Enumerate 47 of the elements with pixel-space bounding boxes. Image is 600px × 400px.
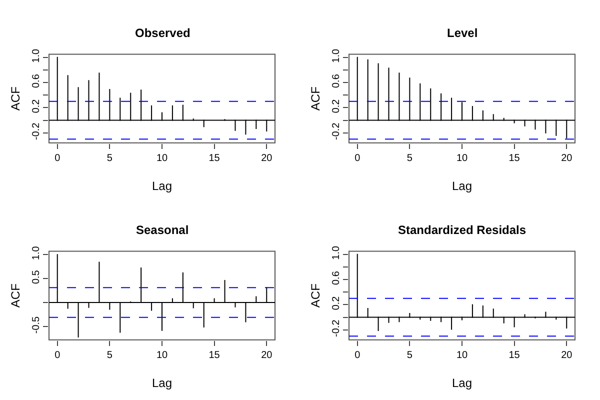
- y-axis-title: ACF: [8, 284, 22, 308]
- y-tick-label: -0.2: [331, 319, 342, 337]
- y-axis-title: ACF: [8, 86, 22, 111]
- chart-title: Seasonal: [136, 223, 189, 237]
- y-tick-label: 1.0: [31, 246, 42, 260]
- x-tick-label: 15: [508, 152, 520, 164]
- x-tick-label: 15: [508, 350, 520, 361]
- y-axis-title: ACF: [308, 86, 322, 111]
- x-tick-label: 20: [261, 152, 273, 164]
- x-tick-label: 15: [208, 152, 220, 164]
- x-tick-label: 5: [106, 350, 113, 361]
- x-tick-label: 0: [354, 152, 361, 164]
- x-tick-label: 10: [456, 350, 468, 361]
- x-tick-label: 20: [561, 350, 573, 361]
- x-tick-label: 10: [156, 350, 168, 361]
- x-axis-title: Lag: [152, 178, 172, 193]
- x-tick-label: 5: [106, 152, 113, 164]
- y-tick-label: 0.6: [331, 270, 342, 286]
- y-tick-label: -0.2: [331, 122, 342, 140]
- x-axis-title: Lag: [152, 376, 172, 390]
- x-axis-title: Lag: [452, 178, 472, 193]
- x-tick-label: 20: [261, 350, 273, 361]
- x-axis-title: Lag: [452, 376, 472, 390]
- y-tick-label: 0.2: [331, 296, 342, 310]
- x-tick-label: 15: [208, 350, 220, 361]
- y-tick-label: 1.0: [31, 48, 42, 63]
- x-tick-label: 0: [354, 350, 361, 361]
- x-tick-label: 0: [54, 350, 61, 361]
- chart-title: Level: [447, 26, 478, 40]
- x-tick-label: 5: [406, 350, 413, 361]
- x-tick-label: 0: [54, 152, 61, 164]
- chart-title: Observed: [135, 26, 190, 40]
- y-tick-label: 0.2: [331, 98, 342, 114]
- y-tick-label: 0.6: [331, 74, 342, 88]
- x-tick-label: 10: [456, 152, 468, 164]
- x-tick-label: 5: [406, 152, 413, 164]
- y-tick-label: 0.2: [31, 98, 42, 114]
- x-tick-label: 10: [156, 152, 168, 164]
- y-tick-label: -0.2: [31, 122, 42, 140]
- x-tick-label: 20: [561, 152, 573, 164]
- y-tick-label: 0.6: [31, 74, 42, 88]
- chart-title: Standardized Residals: [398, 223, 526, 237]
- y-axis-title: ACF: [308, 284, 322, 308]
- y-tick-label: 1.0: [331, 246, 342, 260]
- y-tick-label: 1.0: [331, 48, 342, 63]
- y-tick-label: 0.5: [31, 270, 42, 284]
- y-tick-label: -0.5: [31, 316, 42, 334]
